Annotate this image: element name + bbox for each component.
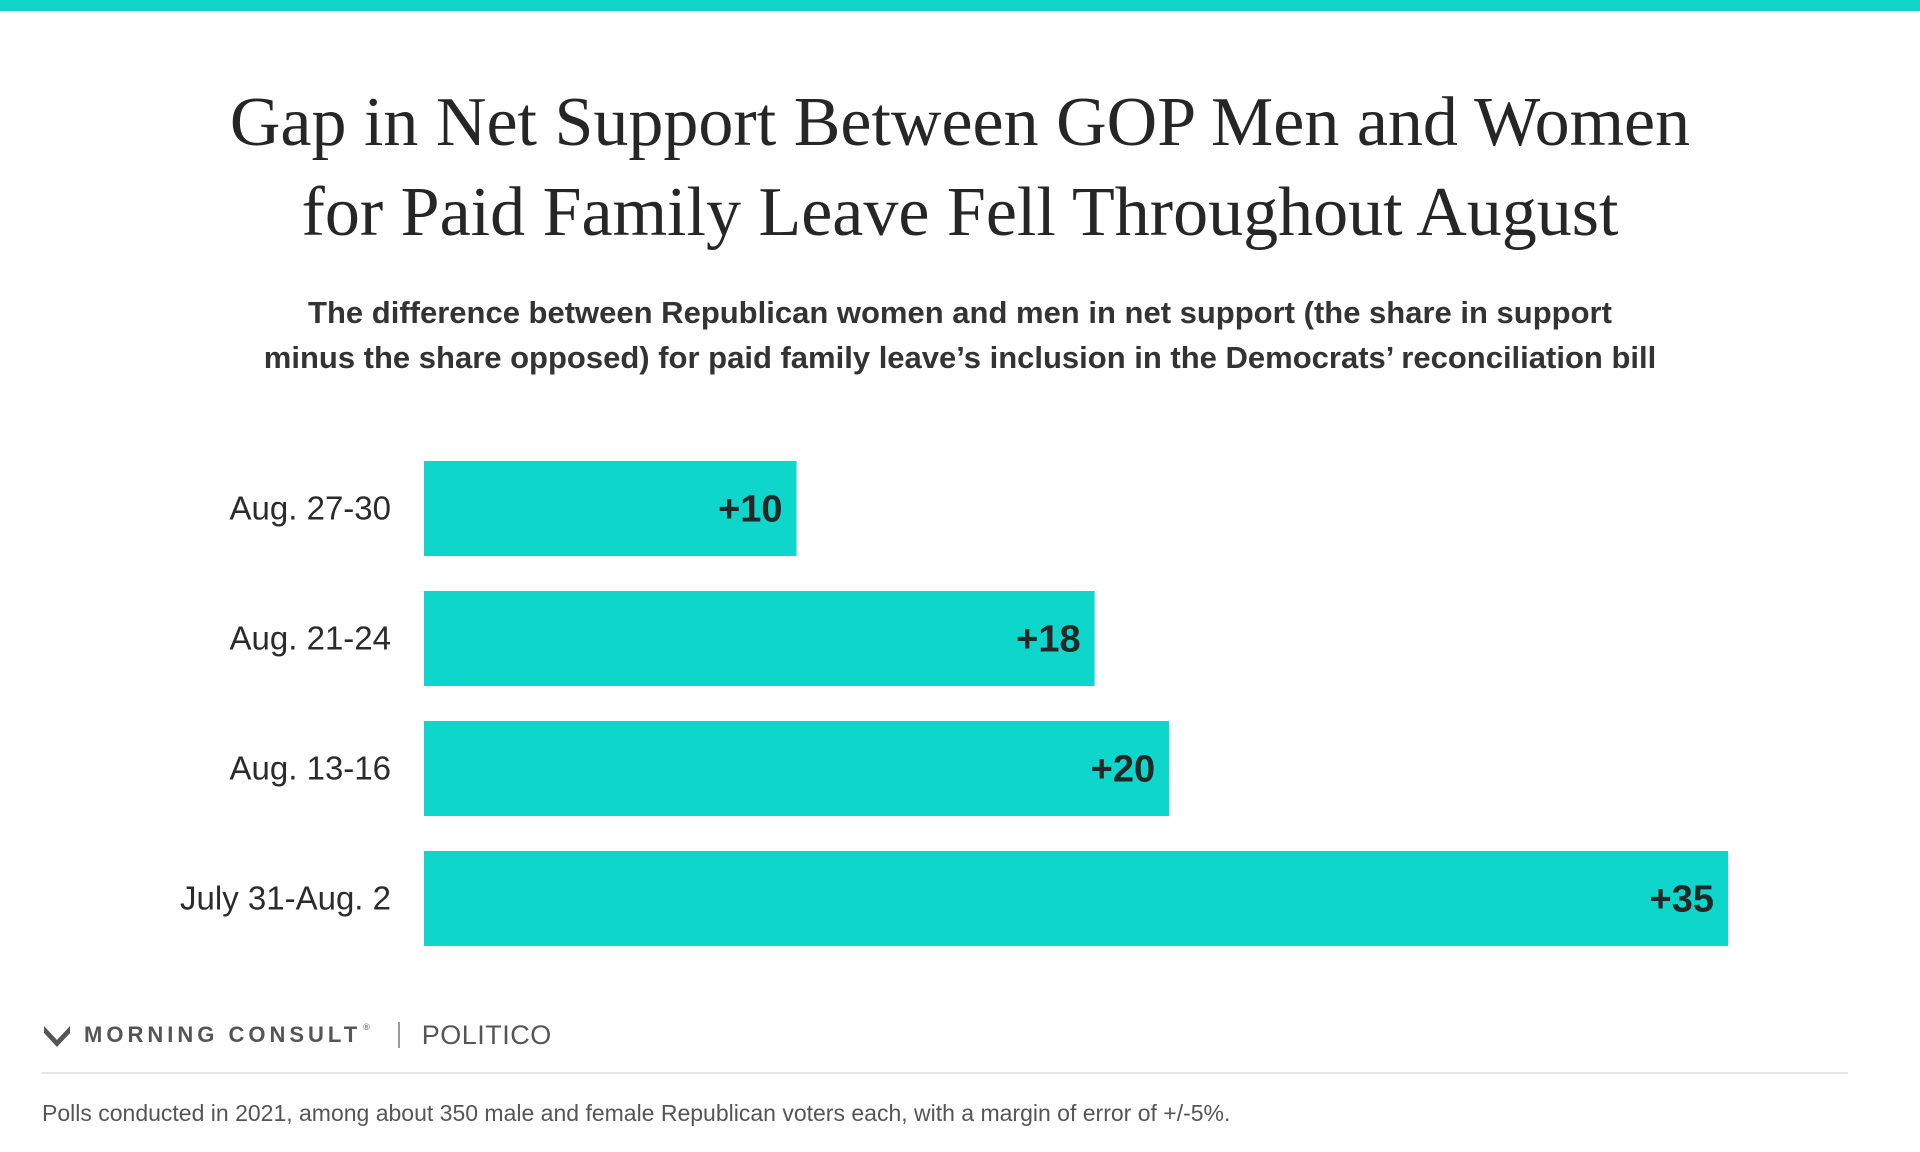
bar-1 xyxy=(424,461,797,556)
bar-chart: Aug. 27-30 +10 Aug. 21-24 +18 Aug. 13-16 +20 J… xyxy=(180,461,1728,946)
chart-title-line-2: for Paid Family Leave Fell Throughout Au… xyxy=(301,174,1619,251)
chart-subtitle-line-2: minus the share opposed) for paid family… xyxy=(263,340,1657,375)
chart-subtitle-line-1: The difference between Republican women … xyxy=(308,295,1612,330)
bar-4 xyxy=(424,851,1728,946)
category-label-4: July 31-Aug. 2 xyxy=(180,880,391,917)
data-label-4: +35 xyxy=(1650,879,1714,921)
bar-3 xyxy=(424,721,1170,816)
footnote: Polls conducted in 2021, among about 350… xyxy=(42,1100,1231,1126)
chart-title-line-1: Gap in Net Support Between GOP Men and W… xyxy=(229,84,1691,161)
category-label-1: Aug. 27-30 xyxy=(230,490,391,527)
morning-consult-chevron-icon xyxy=(44,1026,70,1047)
category-label-3: Aug. 13-16 xyxy=(230,750,391,787)
registered-mark: ® xyxy=(363,1022,374,1032)
politico-logo-text: POLITICO xyxy=(421,1019,552,1050)
bar-2 xyxy=(424,591,1095,686)
branding: MORNING CONSULT ® POLITICO xyxy=(42,1015,552,1055)
data-label-3: +20 xyxy=(1091,749,1155,791)
top-accent-bar xyxy=(0,0,1920,11)
chart-title: Gap in Net Support Between GOP Men and W… xyxy=(0,78,1920,258)
data-label-1: +10 xyxy=(718,489,782,531)
chart-subtitle: The difference between Republican women … xyxy=(0,290,1920,380)
category-label-2: Aug. 21-24 xyxy=(230,620,391,657)
morning-consult-logo-text: MORNING CONSULT ® xyxy=(84,1022,374,1047)
footer-divider xyxy=(42,1072,1848,1074)
logo-divider xyxy=(397,1022,400,1048)
data-label-2: +18 xyxy=(1016,619,1080,661)
